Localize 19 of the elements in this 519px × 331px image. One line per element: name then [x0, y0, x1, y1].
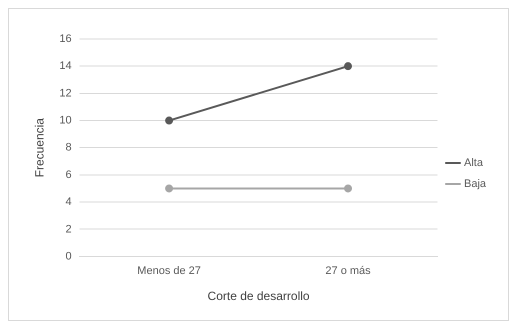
- y-tick-label: 0: [66, 250, 72, 262]
- legend-label: Alta: [464, 157, 484, 170]
- legend-label: Baja: [464, 178, 487, 190]
- y-tick-label: 4: [66, 196, 72, 208]
- y-tick-label: 12: [59, 87, 72, 100]
- y-tick-label: 2: [66, 223, 72, 236]
- x-tick-label: 27 o más: [325, 265, 372, 278]
- point: [165, 116, 174, 125]
- x-axis-title: Corte de desarrollo: [208, 289, 310, 304]
- y-tick-label: 6: [66, 168, 72, 181]
- point: [344, 184, 352, 192]
- x-tick-label: Menos de 27: [137, 265, 201, 278]
- y-tick-label: 10: [59, 114, 72, 127]
- y-tick-label: 8: [66, 142, 72, 154]
- point: [165, 184, 174, 192]
- y-tick-label: 16: [59, 33, 72, 46]
- y-axis-title: Frecuencia: [32, 118, 47, 178]
- point: [344, 62, 352, 70]
- y-tick-label: 14: [59, 60, 72, 72]
